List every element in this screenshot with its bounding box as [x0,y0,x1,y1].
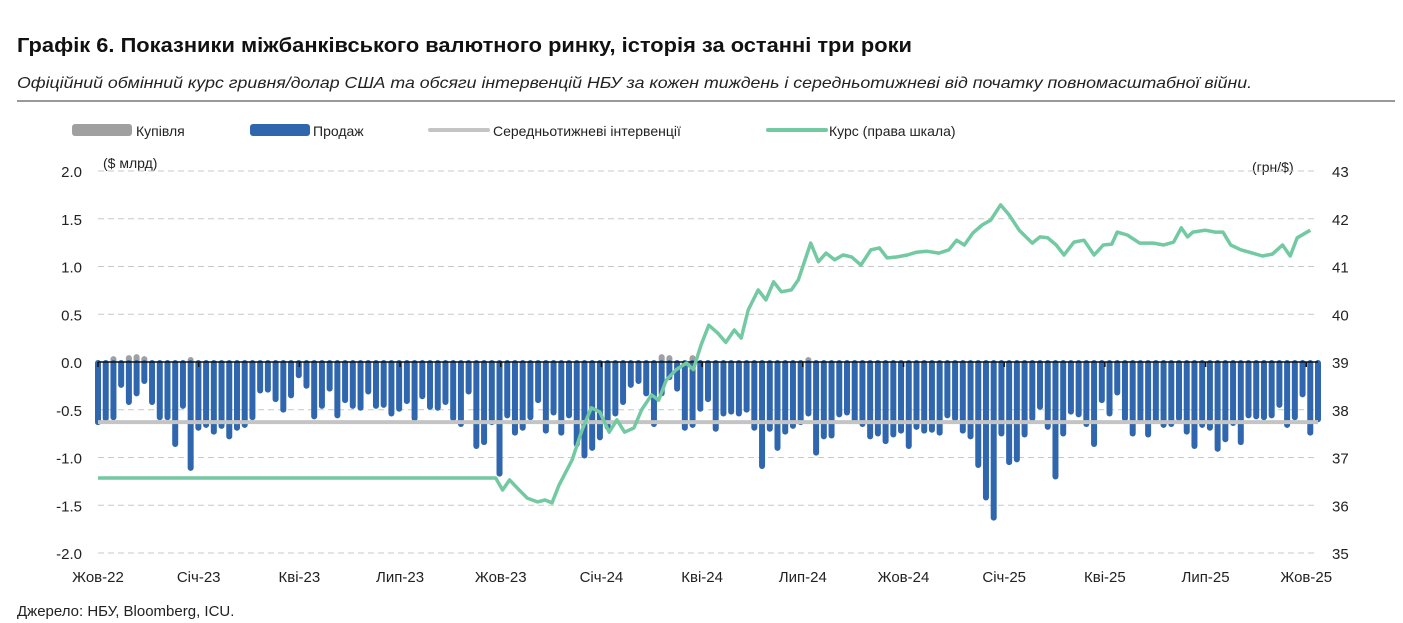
x-tick-label: Жов-22 [72,569,124,586]
y-tick-label: -1.0 [56,451,82,468]
legend-label-purchase: Купівля [136,123,185,139]
x-tick-label: Січ-23 [177,569,221,586]
y2-tick-label: 43 [1332,164,1349,181]
left-axis-unit: ($ млрд) [103,155,157,171]
y2-tick-label: 39 [1332,355,1349,372]
x-tick-label: Жов-25 [1280,569,1332,586]
y-tick-label: -0.5 [56,403,82,420]
y-tick-label: -1.5 [56,498,82,515]
y2-tick-label: 42 [1332,212,1349,229]
source-note: Джерело: НБУ, Bloomberg, ICU. [17,603,234,620]
y2-tick-label: 36 [1332,498,1349,515]
x-tick-label: Кві-24 [681,569,723,586]
y2-tick-label: 40 [1332,307,1349,324]
x-tick-label: Лип-25 [1182,569,1230,586]
legend-label-sales: Продаж [313,123,364,139]
chart-subtitle: Офіційний обмінний курс гривня/долар США… [17,75,1252,92]
x-tick-label: Січ-24 [580,569,624,586]
x-tick-label: Лип-24 [779,569,827,586]
y2-tick-label: 41 [1332,260,1349,277]
y2-tick-label: 37 [1332,451,1349,468]
y-tick-label: 1.5 [61,212,82,229]
x-tick-label: Жов-23 [475,569,527,586]
y-tick-label: 0.0 [61,355,82,372]
x-tick-label: Жов-24 [878,569,930,586]
exchange-rate-line [98,203,1312,505]
y2-tick-label: 35 [1332,546,1349,563]
x-tick-label: Січ-25 [982,569,1026,586]
y-tick-label: 2.0 [61,164,82,181]
legend-swatch-sales [250,124,310,136]
y-tick-label: -2.0 [56,546,82,563]
y2-tick-label: 38 [1332,403,1349,420]
legend-label-average: Середньотижневі інтервенції [493,123,681,139]
x-tick-label: Кві-25 [1084,569,1126,586]
legend-label-rate: Курс (права шкала) [829,123,956,139]
x-tick-label: Кві-23 [279,569,321,586]
x-tick-label: Лип-23 [376,569,424,586]
chart-title: Графік 6. Показники міжбанківського валю… [17,35,912,57]
legend: Купівля Продаж Середньотижневі інтервенц… [72,123,956,139]
legend-swatch-purchase [72,124,132,136]
y-tick-label: 1.0 [61,260,82,277]
right-axis-unit: (грн/$) [1252,159,1294,175]
y-tick-label: 0.5 [61,307,82,324]
